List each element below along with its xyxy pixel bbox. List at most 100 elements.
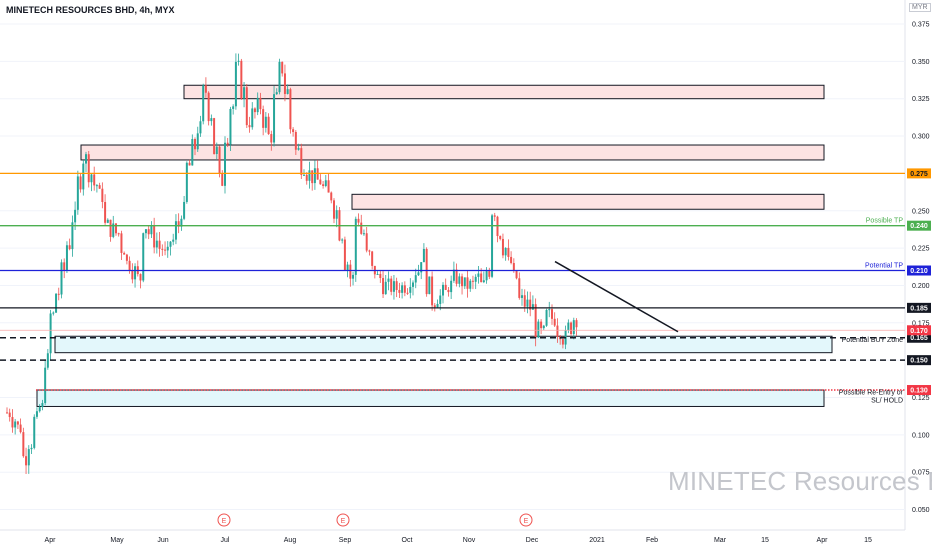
earnings-event-marker[interactable] bbox=[519, 513, 533, 527]
price-tick-label: 0.300 bbox=[912, 134, 930, 141]
earnings-event-marker[interactable] bbox=[217, 513, 231, 527]
candle-body bbox=[215, 146, 218, 155]
candle-body bbox=[493, 215, 496, 217]
candle-body bbox=[101, 188, 104, 203]
candle-body bbox=[275, 92, 278, 95]
candle-body bbox=[120, 233, 123, 253]
candle-body bbox=[158, 240, 161, 249]
currency-label[interactable]: MYR bbox=[909, 3, 931, 12]
candle-body bbox=[308, 170, 311, 181]
price-tick-label: 0.100 bbox=[912, 432, 930, 439]
candle-body bbox=[352, 274, 355, 279]
candle-body bbox=[16, 421, 19, 425]
candle-body bbox=[112, 223, 115, 237]
candle-body bbox=[251, 108, 254, 128]
candle-body bbox=[529, 299, 532, 310]
candle-body bbox=[218, 146, 221, 174]
buy-zone-label: Potential BUY Zone bbox=[842, 337, 903, 344]
candle-body bbox=[245, 87, 248, 126]
candle-body bbox=[542, 325, 545, 329]
candle-body bbox=[335, 210, 338, 219]
candle-body bbox=[450, 280, 453, 293]
price-tick-label: 0.350 bbox=[912, 59, 930, 66]
candle-body bbox=[575, 320, 578, 328]
buy-zone[interactable] bbox=[36, 389, 825, 407]
candle-body bbox=[531, 304, 534, 310]
candle-body bbox=[507, 247, 510, 257]
candle-body bbox=[422, 248, 425, 263]
time-tick-label: Aug bbox=[284, 537, 297, 544]
candle-body bbox=[510, 256, 513, 264]
candle-body bbox=[147, 229, 150, 235]
level-price-badge bbox=[907, 220, 931, 231]
candle-body bbox=[444, 284, 447, 290]
candle-body bbox=[357, 218, 360, 223]
trendline[interactable] bbox=[554, 260, 679, 333]
candle-body bbox=[71, 222, 74, 250]
candle-body bbox=[324, 180, 327, 187]
time-tick-label: Nov bbox=[463, 537, 476, 544]
earnings-event-label: E bbox=[341, 518, 346, 525]
candle-body bbox=[262, 109, 265, 128]
candle-body bbox=[25, 456, 28, 466]
candle-body bbox=[234, 61, 237, 107]
candle-body bbox=[561, 339, 564, 345]
candle-body bbox=[406, 292, 409, 294]
candle-body bbox=[256, 97, 259, 113]
earnings-event-marker[interactable] bbox=[336, 513, 350, 527]
candle-body bbox=[95, 185, 98, 187]
time-tick-label: 15 bbox=[864, 537, 872, 544]
level-price-badge bbox=[907, 385, 931, 396]
candle-body bbox=[44, 367, 47, 404]
candle-body bbox=[398, 289, 401, 293]
candle-body bbox=[226, 142, 229, 145]
candle-body bbox=[311, 170, 314, 184]
candle-body bbox=[248, 125, 251, 128]
earnings-event-label: E bbox=[222, 518, 227, 525]
candle-body bbox=[55, 293, 58, 313]
candle-body bbox=[38, 407, 41, 412]
price-tick-label: 0.225 bbox=[912, 246, 930, 253]
candle-body bbox=[185, 162, 188, 202]
candle-body bbox=[303, 174, 305, 176]
candle-body bbox=[313, 168, 316, 184]
candle-body bbox=[150, 225, 153, 235]
time-tick-label: 2021 bbox=[589, 537, 605, 544]
candle-body bbox=[433, 305, 436, 308]
resistance-zone[interactable] bbox=[351, 193, 825, 210]
candle-body bbox=[161, 248, 164, 250]
candle-body bbox=[273, 94, 276, 143]
candle-body bbox=[52, 312, 55, 314]
candle-body bbox=[224, 142, 226, 186]
candle-body bbox=[488, 271, 491, 277]
candle-body bbox=[139, 274, 142, 281]
candle-body bbox=[87, 154, 90, 183]
resistance-zone[interactable] bbox=[183, 84, 825, 100]
level-price-badge bbox=[907, 355, 931, 366]
price-tick-label: 0.050 bbox=[912, 507, 930, 514]
candle-body bbox=[343, 239, 346, 270]
candle-body bbox=[19, 424, 22, 433]
candle-body bbox=[466, 277, 469, 289]
candle-body bbox=[210, 118, 213, 122]
candle-body bbox=[349, 264, 352, 279]
candle-body bbox=[463, 277, 466, 287]
candle-body bbox=[390, 278, 393, 292]
symbol-header: MINETECH RESOURCES BHD, 4h, MYX bbox=[6, 5, 175, 15]
candle-body bbox=[322, 184, 325, 187]
resistance-zone[interactable] bbox=[80, 144, 825, 161]
candle-body bbox=[153, 225, 156, 248]
candle-body bbox=[572, 320, 575, 335]
candle-body bbox=[155, 240, 158, 248]
buy-zone[interactable] bbox=[54, 335, 833, 354]
time-tick-label: Sep bbox=[339, 537, 352, 544]
candle-body bbox=[362, 233, 365, 235]
candle-body bbox=[523, 295, 526, 307]
candle-body bbox=[65, 245, 68, 271]
candle-body bbox=[267, 116, 270, 135]
candle-body bbox=[142, 233, 145, 281]
price-tick-label: 0.075 bbox=[912, 470, 930, 477]
level-price-label: 0.150 bbox=[910, 358, 928, 365]
